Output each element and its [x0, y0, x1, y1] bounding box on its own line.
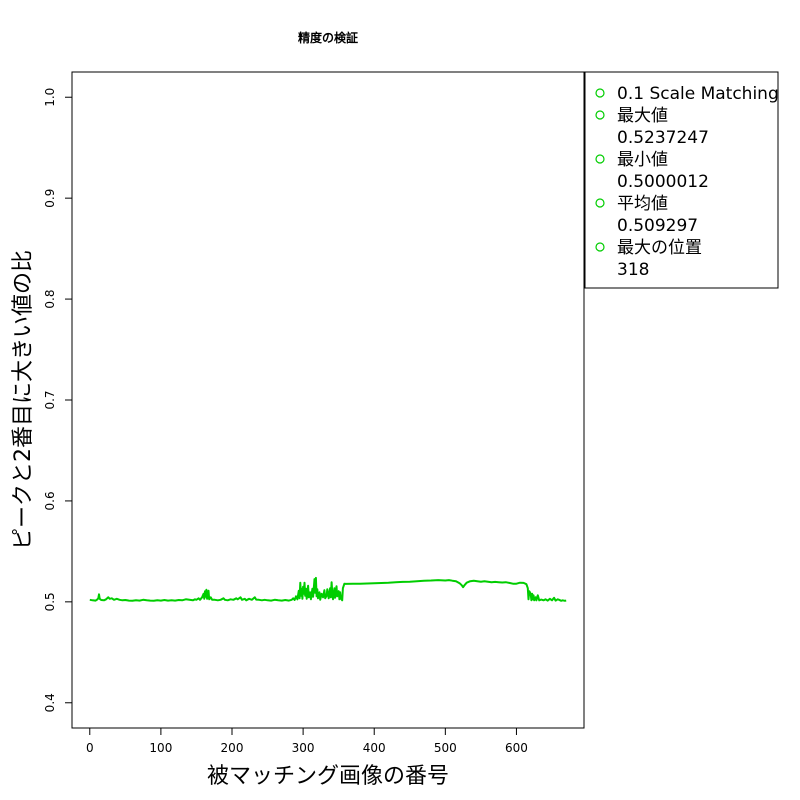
y-axis-label: ピークと2番目に大きい値の比: [11, 250, 36, 550]
y-axis: 0.4 0.5 0.6 0.7 0.8 0.9 1.0: [43, 88, 73, 712]
y-tick-label: 0.8: [43, 290, 57, 309]
legend-marker: [595, 88, 605, 98]
y-tick-label: 0.7: [43, 390, 57, 409]
legend-text: 0.1 Scale Matching: [617, 84, 779, 104]
x-tick-label: 300: [292, 741, 315, 755]
chart-title: 精度の検証: [298, 30, 358, 45]
x-tick-label: 200: [221, 741, 244, 755]
x-tick-label: 500: [434, 741, 457, 755]
series-layer: [89, 576, 567, 602]
legend-marker: [595, 154, 605, 164]
y-tick-label: 0.6: [43, 491, 57, 510]
y-tick-label: 0.4: [43, 693, 57, 712]
legend-text: 最小値: [617, 150, 668, 170]
legend-text: 0.5237247: [617, 128, 709, 148]
series-line: [89, 576, 567, 602]
x-axis: 0 100 200 300 400 500 600: [86, 727, 528, 755]
x-tick-label: 100: [149, 741, 172, 755]
legend-text: 最大値: [617, 106, 668, 126]
x-tick-label: 600: [505, 741, 528, 755]
legend-text: 平均値: [617, 194, 668, 214]
x-tick-label: 0: [86, 741, 94, 755]
legend-text: 0.509297: [617, 216, 698, 236]
y-tick-label: 0.5: [43, 592, 57, 611]
legend-text: 最大の位置: [617, 238, 702, 258]
legend-marker: [595, 110, 605, 120]
legend-box: [584, 71, 779, 289]
x-axis-label: 被マッチング画像の番号: [207, 764, 449, 789]
legend-marker: [595, 198, 605, 208]
legend: 0.1 Scale Matching最大値0.5237247最小値0.50000…: [595, 84, 779, 280]
x-tick-label: 400: [363, 741, 386, 755]
legend-text: 318: [617, 260, 649, 280]
legend-text: 0.5000012: [617, 172, 709, 192]
legend-marker: [595, 242, 605, 252]
y-tick-label: 0.9: [43, 189, 57, 208]
y-tick-label: 1.0: [43, 88, 57, 107]
plot-area: [71, 71, 585, 729]
